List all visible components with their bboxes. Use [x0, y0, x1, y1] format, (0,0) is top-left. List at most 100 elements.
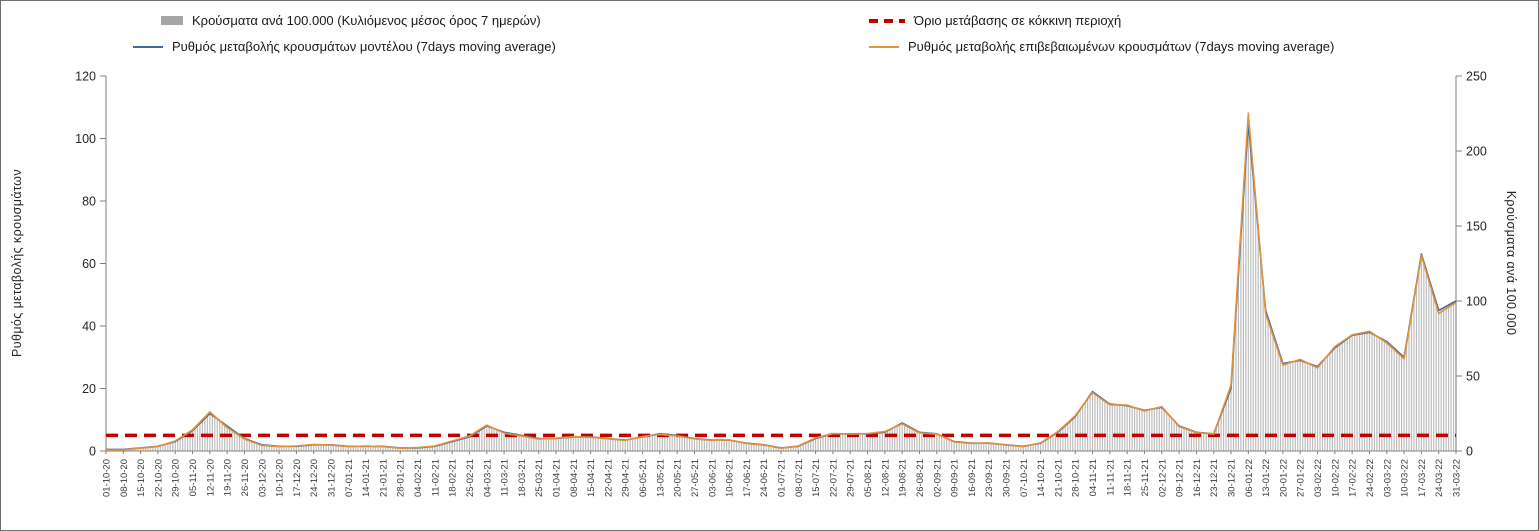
- bar: [857, 433, 859, 451]
- bar: [1413, 298, 1415, 451]
- bar: [256, 442, 258, 451]
- bar: [1180, 426, 1183, 451]
- bar: [1440, 308, 1442, 451]
- bar: [1289, 362, 1291, 451]
- bar: [1047, 438, 1049, 451]
- bar: [936, 433, 938, 451]
- bar: [844, 433, 846, 451]
- bar: [1156, 408, 1158, 451]
- bar: [834, 433, 836, 451]
- bar: [1190, 430, 1193, 451]
- bar: [1094, 393, 1096, 451]
- bar: [147, 447, 149, 451]
- x-axis-label: 10-03-22: [1400, 459, 1411, 497]
- bar: [780, 447, 782, 451]
- bar: [1438, 310, 1440, 451]
- bar: [849, 433, 851, 451]
- bar: [466, 437, 468, 451]
- bar: [1366, 332, 1368, 451]
- bar: [1166, 412, 1168, 451]
- bar: [693, 438, 696, 451]
- x-axis-label: 29-10-20: [171, 459, 182, 497]
- bar: [206, 415, 208, 451]
- bar: [1386, 341, 1388, 451]
- bar: [582, 436, 584, 451]
- legend-item-threshold: Όριο μετάβασης σε κόκκινη περιοχή: [869, 13, 1121, 28]
- bar: [503, 432, 505, 451]
- bar: [1331, 350, 1333, 451]
- x-axis-label: 01-10-20: [102, 459, 113, 497]
- bar: [619, 439, 621, 451]
- bar: [745, 443, 747, 451]
- bar: [1183, 427, 1185, 451]
- x-axis-label: 17-12-20: [292, 459, 303, 497]
- bar: [617, 439, 619, 451]
- bar: [990, 443, 992, 451]
- bar: [852, 433, 854, 451]
- bar: [768, 445, 770, 451]
- bar: [753, 443, 755, 451]
- bar: [718, 440, 720, 451]
- bar: [1082, 405, 1084, 451]
- left-axis-tick-label: 0: [89, 445, 96, 459]
- bar: [1091, 391, 1094, 451]
- bar: [226, 425, 228, 451]
- bar: [943, 437, 945, 451]
- bar: [1363, 333, 1366, 451]
- bar: [365, 446, 367, 451]
- bar: [1059, 430, 1061, 451]
- bar: [179, 438, 181, 451]
- bar: [1368, 332, 1371, 451]
- bar: [535, 438, 537, 451]
- x-axis-label: 15-04-21: [586, 459, 597, 497]
- bar: [975, 443, 977, 451]
- bar: [241, 436, 243, 451]
- bar: [508, 433, 510, 451]
- bar: [1304, 362, 1306, 451]
- right-axis-tick-label: 0: [1466, 445, 1473, 459]
- bar: [399, 447, 401, 451]
- bar: [177, 440, 179, 451]
- x-axis-label: 15-07-21: [811, 459, 822, 497]
- bar: [238, 434, 241, 451]
- legend-item-model: Ρυθμός μεταβολής κρουσμάτων μοντέλου (7d…: [133, 39, 556, 54]
- bar: [1371, 333, 1373, 451]
- bar: [416, 447, 419, 451]
- bar: [481, 429, 483, 451]
- bar: [1027, 445, 1029, 451]
- bar: [327, 444, 330, 451]
- bar: [325, 444, 327, 451]
- bar: [355, 446, 357, 451]
- bar: [501, 431, 503, 451]
- bar: [347, 446, 349, 451]
- bar: [330, 444, 332, 451]
- x-axis-label: 22-04-21: [603, 459, 614, 497]
- bar: [142, 447, 144, 451]
- x-axis-label: 07-10-21: [1019, 459, 1030, 497]
- confirmed-line: [105, 112, 1457, 451]
- bar: [1388, 343, 1390, 451]
- bar: [162, 444, 164, 451]
- bar: [688, 437, 691, 451]
- bar: [167, 443, 169, 451]
- bar: [1193, 431, 1195, 451]
- bar: [923, 432, 926, 451]
- bar: [681, 436, 683, 451]
- bar: [152, 446, 154, 451]
- bar: [911, 428, 913, 451]
- bar: [983, 443, 985, 451]
- bar: [970, 443, 972, 451]
- bar: [864, 433, 866, 451]
- bar: [315, 444, 317, 451]
- bar: [1299, 360, 1301, 451]
- bar: [305, 445, 307, 451]
- bar: [1121, 405, 1123, 451]
- bar: [886, 430, 888, 451]
- bar: [1279, 355, 1282, 451]
- bar: [191, 430, 194, 451]
- bar: [473, 433, 476, 451]
- x-axis-label: 10-06-21: [725, 459, 736, 497]
- bar: [1198, 432, 1200, 451]
- bar: [523, 435, 525, 451]
- bar: [1452, 302, 1455, 451]
